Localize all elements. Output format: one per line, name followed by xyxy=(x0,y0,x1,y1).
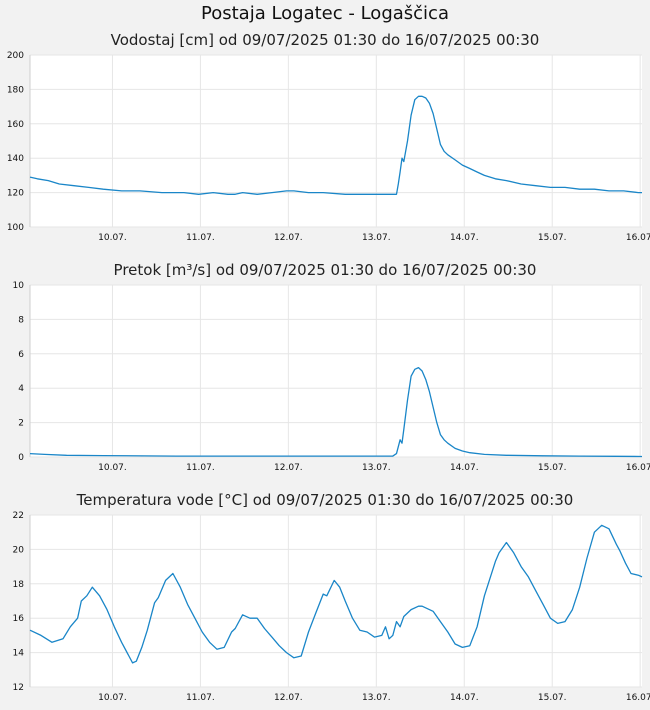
water-level-y-tick-label: 180 xyxy=(7,85,24,95)
water-level-y-tick-label: 160 xyxy=(7,120,24,130)
water-temperature-chart-title: Temperatura vode [°C] od 09/07/2025 01:3… xyxy=(76,491,574,509)
water-temperature-plot-area xyxy=(30,515,642,687)
water-level-y-tick-label: 100 xyxy=(7,223,24,233)
discharge-x-tick-label: 14.07. xyxy=(450,463,479,473)
water-temperature-y-tick-label: 20 xyxy=(13,545,25,555)
water-level-x-tick-label: 13.07. xyxy=(362,233,391,243)
discharge-y-tick-label: 8 xyxy=(18,315,24,325)
discharge-chart-title: Pretok [m³/s] od 09/07/2025 01:30 do 16/… xyxy=(114,261,537,279)
discharge-y-tick-label: 6 xyxy=(18,350,24,360)
discharge-x-tick-label: 13.07. xyxy=(362,463,391,473)
water-level-x-tick-label: 12.07. xyxy=(274,233,303,243)
water-temperature-x-tick-label: 11.07. xyxy=(186,693,215,703)
water-level-y-tick-label: 140 xyxy=(7,154,24,164)
discharge-plot-area xyxy=(30,285,642,457)
water-temperature-x-tick-label: 14.07. xyxy=(450,693,479,703)
water-level-chart-title: Vodostaj [cm] od 09/07/2025 01:30 do 16/… xyxy=(111,31,540,49)
water-level-y-tick-label: 200 xyxy=(7,51,24,61)
water-temperature-x-tick-label: 15.07. xyxy=(538,693,567,703)
water-temperature-x-tick-label: 16.07. xyxy=(626,693,650,703)
discharge-x-tick-label: 15.07. xyxy=(538,463,567,473)
discharge-x-tick-label: 12.07. xyxy=(274,463,303,473)
water-level-x-tick-label: 15.07. xyxy=(538,233,567,243)
water-temperature-y-tick-label: 16 xyxy=(13,614,25,624)
water-temperature-y-tick-label: 14 xyxy=(13,649,25,659)
water-temperature-y-tick-label: 22 xyxy=(13,511,24,521)
water-temperature-y-tick-label: 12 xyxy=(13,683,24,693)
discharge-x-tick-label: 11.07. xyxy=(186,463,215,473)
discharge-y-tick-label: 10 xyxy=(13,281,25,291)
water-level-x-tick-label: 11.07. xyxy=(186,233,215,243)
discharge-series-line xyxy=(29,366,643,458)
water-level-plot-area xyxy=(30,55,642,227)
water-level-series-line xyxy=(29,95,642,195)
water-level-x-tick-label: 10.07. xyxy=(98,233,127,243)
discharge-chart: Pretok [m³/s] od 09/07/2025 01:30 do 16/… xyxy=(13,261,650,473)
water-temperature-series-line xyxy=(29,524,643,664)
page-title: Postaja Logatec - Logaščica xyxy=(201,3,449,24)
water-level-x-tick-label: 16.07. xyxy=(626,233,650,243)
discharge-y-tick-label: 0 xyxy=(18,453,24,463)
water-temperature-x-tick-label: 13.07. xyxy=(362,693,391,703)
water-temperature-x-tick-label: 10.07. xyxy=(98,693,127,703)
discharge-y-tick-label: 2 xyxy=(18,419,24,429)
discharge-x-tick-label: 10.07. xyxy=(98,463,127,473)
water-level-y-tick-label: 120 xyxy=(7,189,24,199)
water-level-x-tick-label: 14.07. xyxy=(450,233,479,243)
water-temperature-y-tick-label: 18 xyxy=(13,580,25,590)
water-level-chart: Vodostaj [cm] od 09/07/2025 01:30 do 16/… xyxy=(7,31,650,243)
water-temperature-chart: Temperatura vode [°C] od 09/07/2025 01:3… xyxy=(13,491,650,703)
discharge-x-tick-label: 16.07. xyxy=(626,463,650,473)
water-temperature-x-tick-label: 12.07. xyxy=(274,693,303,703)
discharge-y-tick-label: 4 xyxy=(18,384,24,394)
